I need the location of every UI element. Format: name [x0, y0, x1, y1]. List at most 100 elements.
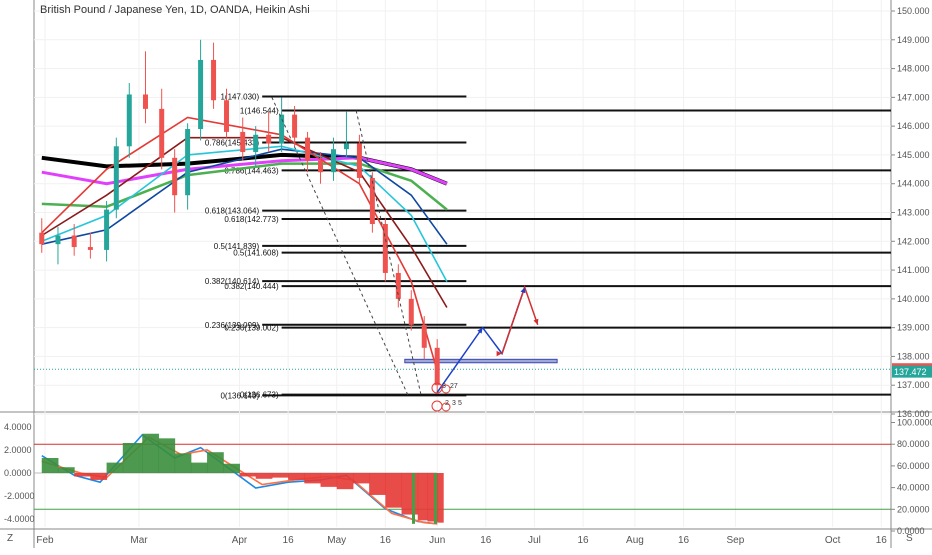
osc-histogram-bar — [41, 457, 59, 473]
candle-body — [142, 94, 148, 109]
moving-averages — [41, 116, 448, 372]
candle-body — [356, 143, 362, 178]
candle-body — [55, 235, 61, 245]
time-tick-label: Feb — [36, 535, 54, 546]
osc-right-tick-label: 20.0000 — [897, 504, 930, 514]
dashed-trend-line — [355, 110, 422, 395]
osc-histogram-bar — [352, 473, 370, 484]
candle-body — [305, 137, 311, 161]
osc-histogram-bar — [336, 473, 354, 490]
fib-level-label: 0.618(143.064) — [205, 207, 260, 216]
fib-level-label: 0.786(145.433) — [205, 138, 260, 147]
candle-body — [87, 247, 93, 250]
fib-level-label: 0(136.649) — [220, 391, 259, 400]
osc-histogram-bar — [412, 473, 415, 524]
candle-body — [224, 100, 230, 132]
time-tick-label: Oct — [825, 535, 841, 546]
time-tick-label: 16 — [283, 535, 295, 546]
osc-histogram-bar — [174, 453, 192, 473]
candle-body — [330, 149, 336, 173]
price-label: 137.472 — [892, 365, 932, 378]
fib-level-label: 0.786(144.463) — [224, 166, 279, 175]
osc-left-tick-label: 2.0000 — [4, 445, 32, 455]
arrow-head-red — [533, 318, 539, 325]
osc-left-tick-label: 4.0000 — [4, 422, 32, 432]
fib-level-label: 1(147.030) — [220, 92, 259, 101]
osc-histogram-bar — [434, 473, 437, 524]
fib-level-label: 1(146.544) — [240, 106, 279, 115]
time-tick-label: 16 — [876, 535, 888, 546]
candle-body — [71, 235, 77, 248]
time-tick-label: 16 — [578, 535, 590, 546]
time-axis: Feb Mar Apr 16 May 16 Jun 16 Jul 16 Aug 16 Sep Oct 16 — [36, 535, 887, 546]
projection-path-blue — [436, 287, 526, 393]
candle-body — [434, 347, 440, 386]
osc-right-tick-label: 40.0000 — [897, 483, 930, 493]
event-marker-circle — [441, 384, 451, 394]
price-tick-label: 146.000 — [897, 121, 930, 131]
candle-body — [113, 146, 119, 210]
osc-histogram-bar — [320, 473, 338, 487]
event-marker-label: 3 — [452, 400, 456, 407]
candle-body — [172, 157, 178, 196]
price-tick-label: 142.000 — [897, 236, 930, 246]
candles — [39, 39, 440, 394]
time-tick-label: Jul — [528, 535, 541, 546]
fib-retracement-2: 1(146.544) 0.786(144.463) 0.618(142.773) 0.… — [224, 106, 891, 400]
time-tick-label: May — [327, 535, 346, 546]
price-tick-label: 141.000 — [897, 265, 930, 275]
osc-histogram-bar — [223, 463, 240, 473]
oscillator-pane: 4.0000 2.0000 0.0000 -2.0000 -4.0000 100.0000… — [4, 418, 932, 537]
fib-level-label: 0.236(139.099) — [205, 321, 260, 330]
price-tick-label: 148.000 — [897, 64, 930, 74]
candle-body — [159, 108, 165, 158]
candle-body — [369, 177, 375, 225]
osc-histogram-bar — [255, 473, 273, 479]
fib-level-label: 0(136.673) — [240, 391, 279, 400]
arrow-head-blue — [520, 287, 526, 294]
fib-level-label: 0.236(139.002) — [224, 324, 279, 333]
chart-title: British Pound / Japanese Yen, 1D, OANDA,… — [40, 4, 310, 16]
osc-histogram-bar — [437, 473, 444, 523]
fib-level-label: 0.382(140.444) — [224, 282, 279, 291]
osc-histogram-bar — [385, 473, 403, 508]
osc-histogram-bar — [304, 473, 322, 484]
price-tick-label: 150.000 — [897, 6, 930, 16]
price-tick-label: 136.000 — [897, 409, 930, 419]
candle-body — [253, 134, 259, 153]
osc-left-tick-label: -2.0000 — [4, 491, 35, 501]
candle-body — [185, 129, 191, 196]
osc-histogram-bar — [417, 473, 428, 521]
osc-left-tick-label: -4.0000 — [4, 514, 35, 524]
osc-histogram-bar — [271, 473, 289, 478]
candle-body — [318, 160, 324, 173]
osc-right-tick-label: 0.0000 — [897, 526, 925, 536]
osc-histogram-bar — [427, 473, 438, 522]
event-marker-label: 27 — [450, 383, 458, 390]
fib-level-label: 0.5(141.839) — [214, 242, 260, 251]
osc-histogram-bar — [369, 473, 386, 495]
price-label-text: 137.472 — [894, 367, 927, 377]
osc-histogram-bar — [106, 462, 124, 473]
osc-right-tick-label: 100.0000 — [897, 418, 932, 428]
projection-path-red — [501, 284, 539, 354]
osc-right-tick-label: 80.0000 — [897, 439, 930, 449]
candle-body — [382, 224, 388, 273]
osc-histogram — [41, 433, 444, 524]
price-axis: 150.000 149.000 148.000 147.000 146.000 145.0… — [891, 6, 930, 419]
event-marker-label: 3 — [442, 383, 446, 390]
time-tick-label: 16 — [380, 535, 392, 546]
candle-body — [395, 272, 401, 299]
timezone-toggle[interactable]: Z — [7, 533, 14, 544]
dashed-trend-line — [271, 97, 409, 396]
event-marker-circle — [441, 402, 451, 412]
support-zone — [404, 358, 558, 364]
osc-histogram-bar — [288, 473, 305, 480]
time-tick-label: 16 — [480, 535, 492, 546]
scale-settings-button[interactable]: S — [906, 533, 913, 544]
price-tick-label: 140.000 — [897, 294, 930, 304]
price-tick-label: 137.000 — [897, 380, 930, 390]
osc-histogram-bar — [401, 473, 419, 515]
